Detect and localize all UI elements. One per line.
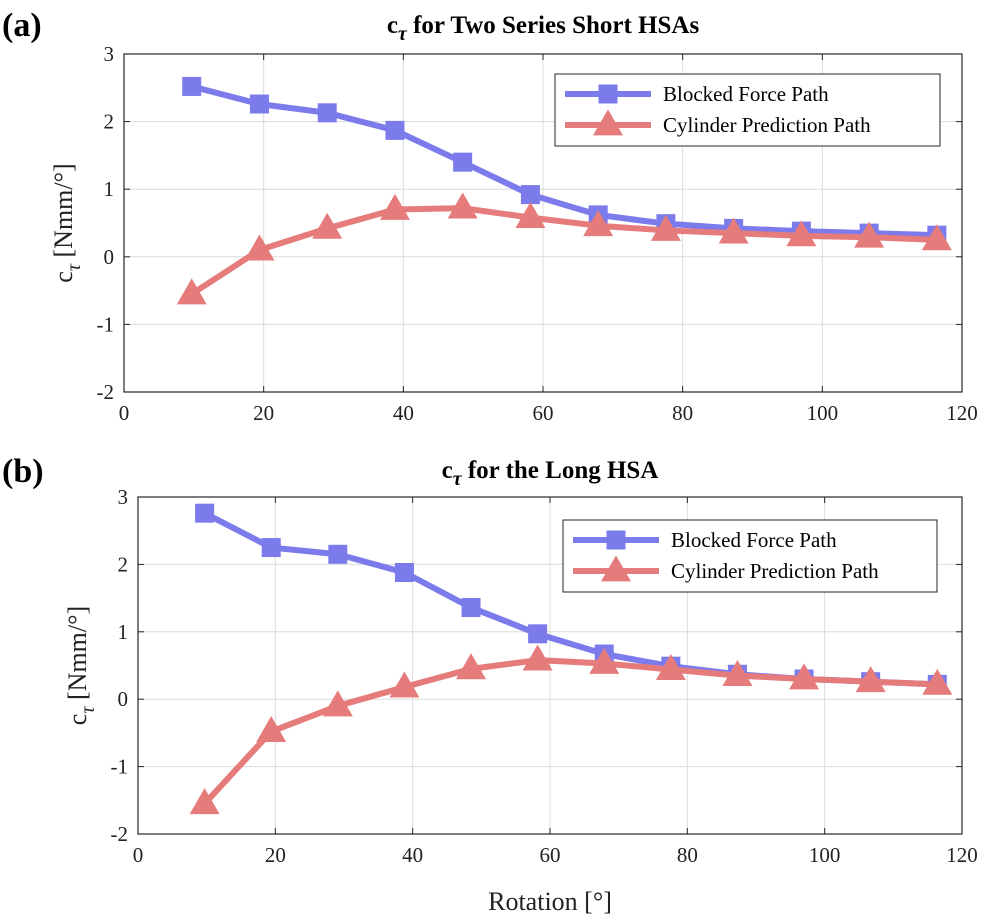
data-point-triangle: [456, 653, 487, 680]
y-tick-label: 2: [118, 552, 129, 576]
series-line: [190, 205, 937, 297]
legend-label: Cylinder Prediction Path: [663, 113, 871, 137]
data-point-square: [453, 152, 473, 172]
data-point-square: [461, 598, 481, 618]
data-point-square: [195, 503, 215, 523]
x-tick-label: 80: [677, 843, 698, 867]
y-tick-label: -1: [97, 312, 115, 336]
x-axis-label: Rotation [°]: [488, 887, 612, 916]
y-axis-label-text: [Nmm/°]: [49, 163, 78, 264]
y-tick-label: 1: [104, 177, 115, 201]
data-point-triangle: [722, 660, 753, 687]
data-point-triangle: [189, 788, 220, 815]
data-point-triangle: [176, 278, 207, 305]
legend-label: Blocked Force Path: [663, 82, 829, 106]
y-tick-label: 0: [104, 245, 115, 269]
y-tick-label: 3: [118, 485, 129, 509]
data-point-square: [394, 562, 414, 582]
x-tick-label: 40: [402, 843, 423, 867]
x-tick-label: 100: [807, 401, 839, 425]
y-tick-label: -1: [111, 755, 129, 779]
data-point-triangle: [650, 214, 681, 241]
chart-title: cτ for Two Series Short HSAs: [387, 12, 700, 45]
chart-title-prefix: c: [387, 12, 398, 39]
chart-title-text: for the Long HSA: [462, 457, 659, 484]
x-tick-label: 40: [393, 401, 414, 425]
y-tick-label: 1: [118, 620, 129, 644]
data-point-square: [328, 544, 348, 564]
chart-title-prefix: c: [442, 457, 453, 484]
data-point-triangle: [589, 647, 620, 674]
x-tick-label: 20: [265, 843, 286, 867]
data-point-square: [249, 94, 269, 114]
y-tick-label: -2: [111, 822, 129, 846]
y-axis-label: cτ [Nmm/°]: [49, 163, 85, 282]
data-point-square: [520, 185, 540, 205]
panel-label: (a): [2, 7, 42, 44]
legend-marker-square: [606, 530, 626, 550]
data-point-triangle: [786, 220, 817, 247]
data-point-triangle: [522, 644, 553, 671]
data-point-square: [317, 103, 337, 123]
y-axis-label-prefix: c: [63, 714, 92, 726]
y-tick-label: 2: [104, 110, 115, 134]
chart-title-text: for Two Series Short HSAs: [407, 12, 700, 39]
y-axis-label-prefix: c: [49, 271, 78, 283]
data-point-triangle: [922, 668, 953, 695]
data-point-triangle: [855, 666, 886, 693]
legend-label: Cylinder Prediction Path: [671, 559, 879, 583]
data-point-triangle: [389, 671, 420, 698]
y-tick-label: 3: [104, 42, 115, 66]
data-point-square: [261, 538, 281, 558]
chart-title-subscript: τ: [453, 468, 463, 490]
series-cylinder-prediction-path: [189, 644, 953, 815]
data-point-triangle: [312, 212, 343, 239]
legend-marker-triangle: [601, 555, 631, 582]
data-point-triangle: [447, 192, 478, 219]
x-tick-label: 60: [540, 843, 561, 867]
legend-marker-square: [598, 84, 618, 104]
x-tick-label: 0: [133, 843, 144, 867]
data-point-triangle: [655, 653, 686, 680]
x-tick-label: 120: [946, 843, 978, 867]
y-tick-label: 0: [118, 687, 129, 711]
x-tick-label: 80: [672, 401, 693, 425]
series-line: [202, 657, 938, 806]
x-tick-label: 0: [119, 401, 130, 425]
data-point-square: [182, 76, 202, 96]
x-tick-label: 120: [946, 401, 978, 425]
panel-label: (b): [2, 453, 44, 490]
x-tick-label: 100: [809, 843, 841, 867]
data-point-square: [528, 624, 548, 644]
y-axis-label-subscript: τ: [63, 263, 85, 271]
x-tick-label: 60: [533, 401, 554, 425]
data-point-triangle: [515, 201, 546, 228]
series-cylinder-prediction-path: [176, 192, 952, 305]
y-axis-label: cτ [Nmm/°]: [63, 606, 99, 725]
data-point-triangle: [379, 193, 410, 220]
chart-title: cτ for the Long HSA: [442, 457, 659, 490]
x-tick-label: 20: [253, 401, 274, 425]
data-point-triangle: [718, 217, 749, 244]
data-point-square: [385, 120, 405, 140]
legend: Blocked Force Path Cylinder Prediction Pa…: [554, 73, 941, 147]
chart-title-subscript: τ: [398, 23, 408, 45]
series-line: [190, 83, 937, 239]
legend-label: Blocked Force Path: [671, 528, 837, 552]
y-axis-label-subscript: τ: [77, 706, 99, 714]
data-point-triangle: [854, 221, 885, 248]
y-tick-label: -2: [97, 380, 115, 404]
data-point-triangle: [921, 224, 952, 251]
data-point-triangle: [789, 663, 820, 690]
legend-marker-triangle: [593, 109, 623, 136]
data-point-triangle: [583, 210, 614, 237]
data-point-triangle: [244, 234, 275, 261]
legend: Blocked Force Path Cylinder Prediction Pa…: [562, 519, 938, 593]
data-point-triangle: [322, 690, 353, 717]
data-point-triangle: [256, 715, 287, 742]
y-axis-label-text: [Nmm/°]: [63, 606, 92, 707]
